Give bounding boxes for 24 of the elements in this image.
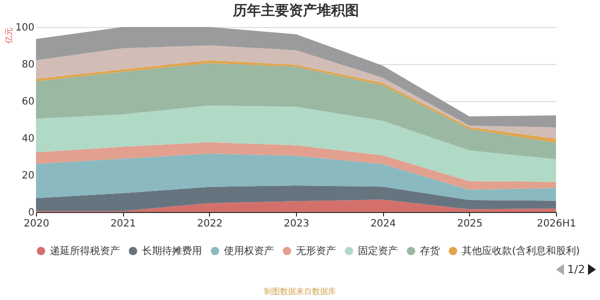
- y-tick-label: 60: [22, 96, 34, 108]
- legend-label: 其他应收款(含利息和股利): [462, 245, 580, 257]
- legend-label: 长期待摊费用: [142, 245, 202, 257]
- text: 1/2: [567, 263, 585, 276]
- y-tick-label: 80: [22, 60, 34, 70]
- legend-label: 存货: [420, 245, 440, 257]
- legend-label: 递延所得税资产: [50, 245, 120, 257]
- y-tick-label: 0: [28, 208, 34, 218]
- x-tick-label: 2026H1: [536, 218, 576, 230]
- y-tick-label: 40: [22, 134, 34, 144]
- legend-label: 无形资产: [296, 245, 336, 257]
- y-axis-title: 亿元: [4, 28, 14, 44]
- y-tick-label: 100: [15, 22, 34, 34]
- y-tick-label: 20: [22, 170, 34, 182]
- chart-title: 历年主要资产堆积图: [232, 2, 359, 19]
- x-tick-label: 2025: [457, 218, 483, 230]
- legend-label: 使用权资产: [224, 245, 274, 257]
- x-tick-label: 2024: [370, 218, 396, 230]
- x-tick-label: 2021: [110, 218, 136, 230]
- x-tick-label: 2022: [197, 218, 223, 230]
- text: 制图数据来自数据库: [263, 286, 337, 297]
- x-tick-label: 2023: [284, 218, 310, 230]
- x-tick-label: 2020: [24, 218, 50, 230]
- legend-label: 固定资产: [358, 245, 398, 257]
